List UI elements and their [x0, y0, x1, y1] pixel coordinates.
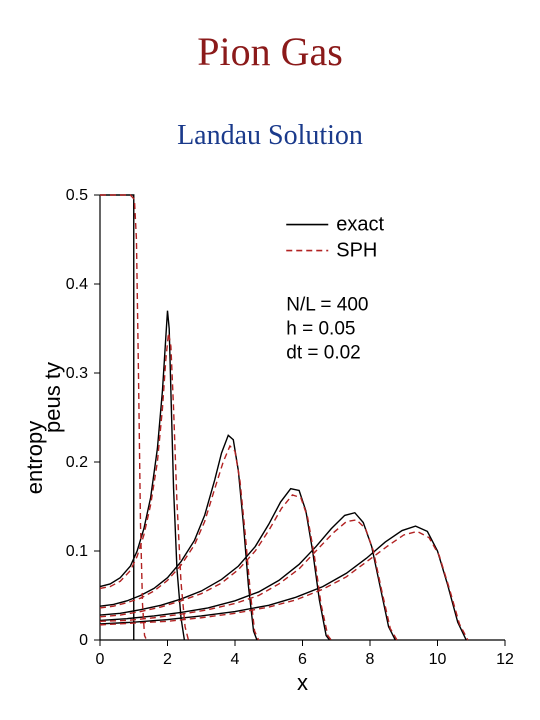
slide: Pion Gas Landau Solution 0 2 4 6 8 10 12 0 0.1 0.…: [0, 0, 540, 720]
x-tick-label: 0: [96, 651, 105, 668]
chart-svg: 02468101200.10.20.30.40.5xentropypeus ty…: [20, 180, 520, 700]
slide-title: Pion Gas: [0, 28, 540, 75]
y-axis-label-fragment: peus ty: [40, 362, 65, 433]
sph-curve-5: [100, 531, 468, 640]
param-line: h = 0.05: [286, 319, 355, 340]
y-tick-label: 0.2: [66, 454, 88, 471]
entropy-chart: 02468101200.10.20.30.40.5xentropypeus ty…: [20, 180, 520, 700]
y-tick-label: 0.3: [66, 365, 88, 382]
y-tick-label: 0.5: [66, 187, 88, 204]
param-line: dt = 0.02: [286, 343, 360, 364]
x-tick-label: 4: [231, 651, 240, 668]
slide-subtitle: Landau Solution: [0, 120, 540, 152]
x-tick-label: 2: [163, 651, 172, 668]
param-line: N/L = 400: [286, 295, 368, 316]
y-tick-label: 0: [79, 632, 88, 649]
x-tick-label: 6: [298, 651, 307, 668]
exact-curve-5: [100, 526, 466, 640]
legend-label: exact: [336, 214, 384, 236]
legend-label: SPH: [336, 240, 377, 262]
x-axis-label: x: [297, 670, 308, 695]
y-tick-label: 0.1: [66, 543, 88, 560]
x-tick-label: 10: [429, 651, 447, 668]
x-tick-label: 12: [496, 651, 514, 668]
y-tick-label: 0.4: [66, 276, 88, 293]
x-tick-label: 8: [366, 651, 375, 668]
